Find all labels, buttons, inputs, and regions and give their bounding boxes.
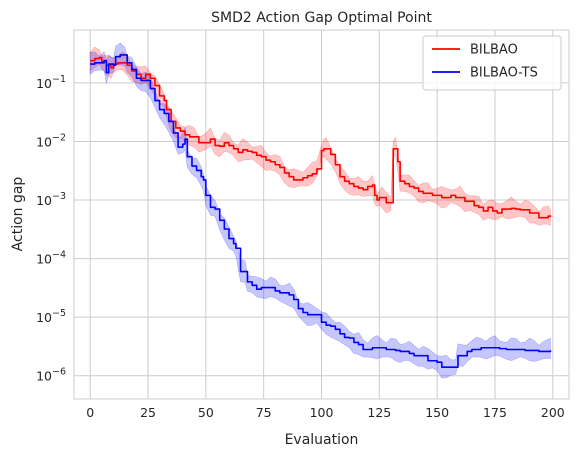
legend: BILBAO BILBAO-TS [422, 35, 562, 91]
y-tick-label: 10−3 [36, 191, 66, 208]
x-axis-ticks: 0 25 50 75 100 125 150 175 200 [86, 405, 565, 420]
series-line-bilbao [90, 56, 552, 219]
series-lines [90, 54, 552, 368]
y-tick-label: 10−2 [36, 132, 66, 149]
x-tick-label: 100 [310, 405, 334, 420]
x-tick-label: 150 [425, 405, 449, 420]
series-line-bilbao-ts [90, 54, 552, 368]
y-tick-label: 10−5 [36, 308, 66, 325]
plot-frame [73, 29, 570, 400]
y-tick-label: 10−1 [36, 74, 66, 91]
legend-label-bilbao-ts: BILBAO-TS [470, 66, 538, 81]
band-bilbao [89, 46, 551, 227]
x-tick-label: 125 [367, 405, 391, 420]
x-tick-label: 200 [541, 405, 565, 420]
x-tick-label: 75 [256, 405, 272, 420]
x-tick-label: 50 [198, 405, 214, 420]
x-tick-label: 25 [140, 405, 156, 420]
chart-title: SMD2 Action Gap Optimal Point [211, 10, 432, 26]
x-tick-label: 0 [86, 405, 94, 420]
x-axis-label: Evaluation [285, 432, 359, 448]
y-axis-ticks: 10−6 10−5 10−4 10−3 10−2 10−1 [36, 74, 66, 384]
y-axis-label: Action gap [10, 177, 26, 252]
legend-label-bilbao: BILBAO [470, 43, 518, 58]
y-tick-label: 10−6 [36, 367, 66, 384]
x-tick-label: 175 [483, 405, 507, 420]
y-tick-label: 10−4 [36, 250, 66, 267]
